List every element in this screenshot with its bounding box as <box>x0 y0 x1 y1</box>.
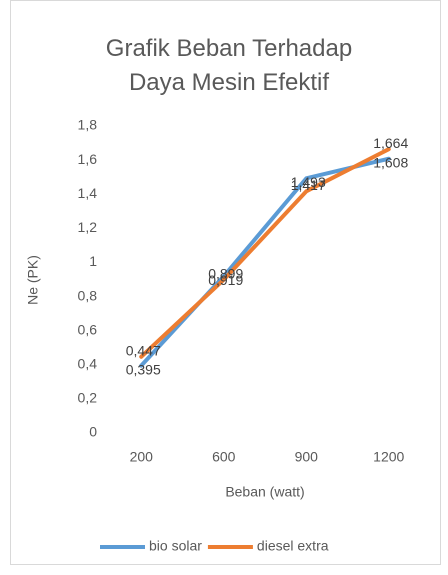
data-label: 1,417 <box>291 177 326 193</box>
y-tick-label: 1,8 <box>78 117 98 133</box>
data-label: 0,395 <box>126 361 161 377</box>
data-label: 1,664 <box>373 135 408 151</box>
data-label: 1,493 <box>291 174 326 190</box>
x-tick-label: 1200 <box>373 449 404 465</box>
data-label: 0,919 <box>208 272 243 288</box>
y-tick-label: 0,2 <box>78 390 98 406</box>
legend-label: diesel extra <box>257 538 329 554</box>
y-tick-label: 1,2 <box>78 219 98 235</box>
y-tick-label: 1,6 <box>78 151 98 167</box>
chart-title: Grafik Beban Terhadap Daya Mesin Efektif <box>105 35 353 96</box>
y-tick-label: 0,8 <box>78 287 98 303</box>
y-tick-label: 1,4 <box>78 185 98 201</box>
data-label: 0,899 <box>208 265 243 281</box>
y-axis-label: Ne (PK) <box>25 255 41 305</box>
chart-border <box>10 0 441 565</box>
y-tick-label: 0,6 <box>78 321 98 337</box>
y-tick-label: 1 <box>89 253 97 269</box>
y-tick-label: 0,4 <box>78 355 98 371</box>
series-line <box>139 147 391 359</box>
x-tick-label: 600 <box>212 449 236 465</box>
data-label: 0,447 <box>126 342 161 358</box>
y-tick-label: 0 <box>89 424 97 440</box>
legend-label: bio solar <box>149 538 202 554</box>
x-tick-label: 900 <box>295 449 319 465</box>
data-label: 1,608 <box>373 154 408 170</box>
series-line <box>139 156 391 368</box>
x-tick-label: 200 <box>130 449 154 465</box>
x-axis-label: Beban (watt) <box>225 484 304 500</box>
